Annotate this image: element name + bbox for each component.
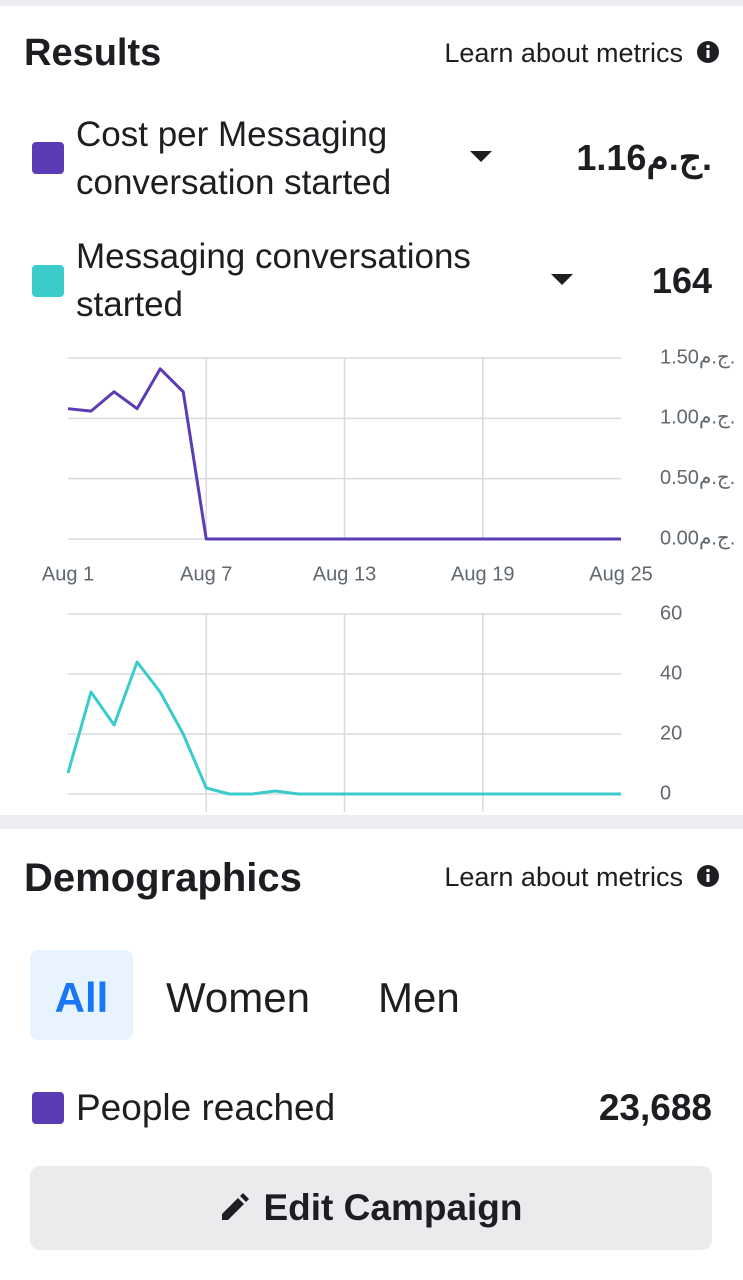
top-strip <box>0 0 743 6</box>
metric-label: Cost per Messaging conversation started <box>76 115 392 202</box>
learn-link[interactable]: Learn about metrics <box>444 38 683 68</box>
edit-campaign-button[interactable]: Edit Campaign <box>30 1166 712 1250</box>
people-reached-value: 23,688 <box>598 1087 712 1128</box>
y-tick-label: 20 <box>660 722 682 744</box>
tab[interactable]: Women <box>166 974 310 1021</box>
data-line <box>67 367 621 541</box>
y-tick-label: 0.50ج.م. <box>660 467 735 489</box>
learn-link[interactable]: Learn about metrics <box>444 862 683 892</box>
x-tick-label: Aug 19 <box>451 563 514 585</box>
people-reached-label: People reached <box>76 1087 336 1128</box>
demographics-title: Demographics <box>24 856 302 900</box>
data-line <box>66 660 621 796</box>
y-tick-label: 1.50ج.م. <box>660 346 735 368</box>
separator <box>0 815 743 829</box>
y-tick-label: 1.00ج.م. <box>660 407 735 429</box>
info-icon[interactable] <box>696 40 720 64</box>
x-tick-label: Aug 1 <box>42 563 94 585</box>
legend-swatch <box>32 265 64 297</box>
metric-value: 164 <box>651 260 712 301</box>
dropdown-arrow[interactable] <box>551 274 573 286</box>
y-tick-label: 40 <box>660 662 682 684</box>
results-title: Results <box>24 32 162 74</box>
tab[interactable]: All <box>54 974 109 1021</box>
legend-swatch <box>32 1092 64 1124</box>
charts: 0.00ج.م. 0.50ج.م. 1.00ج.م. 1.50ج.م. Aug 1 Aug… <box>42 346 735 812</box>
tab-highlight <box>30 950 133 1040</box>
y-tick-label: 0 <box>660 782 671 804</box>
x-tick-label: Aug 25 <box>589 563 652 585</box>
y-tick-label: 60 <box>660 602 682 624</box>
metric-label: Messaging conversations started <box>76 237 471 324</box>
legend-swatch <box>32 142 64 174</box>
tab[interactable]: Men <box>378 974 460 1021</box>
info-icon[interactable] <box>696 864 720 888</box>
metric-value: 1.16ج.م. <box>576 137 712 178</box>
pencil-icon <box>222 1193 250 1220</box>
button-label: Edit Campaign <box>263 1187 523 1228</box>
x-tick-label: Aug 7 <box>180 563 232 585</box>
y-tick-label: 0.00ج.م. <box>660 527 735 549</box>
x-tick-label: Aug 13 <box>313 563 376 585</box>
dropdown-arrow[interactable] <box>470 151 492 163</box>
